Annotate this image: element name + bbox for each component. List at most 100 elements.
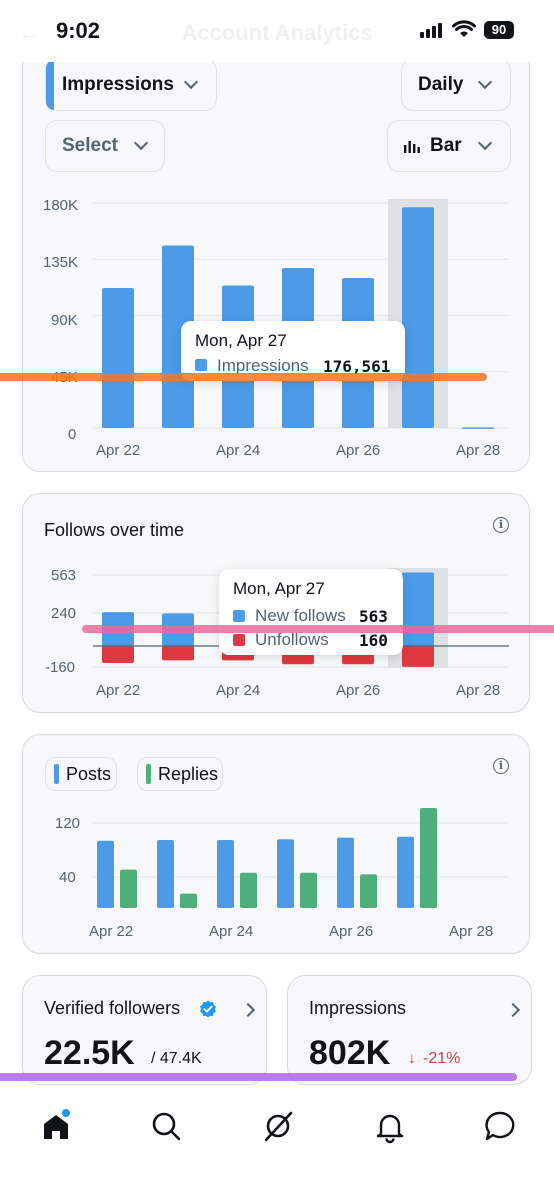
- nav-grok[interactable]: [260, 1108, 296, 1144]
- follows-tooltip: Mon, Apr 27 New follows 563 Unfollows 16…: [219, 569, 403, 655]
- y-tick-label: 180K: [43, 197, 79, 214]
- nav-notifications[interactable]: [372, 1108, 408, 1144]
- legend-posts[interactable]: Posts: [45, 757, 117, 791]
- follows-chart-card: Follows over time i 563 240 -160 Apr 22 …: [22, 493, 530, 713]
- grok-icon: [264, 1111, 293, 1142]
- period-label: Daily: [418, 74, 464, 95]
- metric-dropdown[interactable]: Impressions: [45, 59, 217, 111]
- y-tick-label: -160: [45, 659, 76, 676]
- cellular-signal-icon: [420, 22, 444, 38]
- legend-swatch-unfollows: [233, 634, 245, 646]
- x-tick-label: Apr 26: [336, 442, 381, 459]
- verified-badge-icon: [200, 1000, 216, 1018]
- impressions-bar-chart: [93, 199, 509, 429]
- messages-icon: [485, 1111, 515, 1141]
- impressions-bar: [402, 207, 434, 428]
- unfollows-bar: [102, 646, 134, 663]
- x-tick-label: Apr 24: [209, 923, 254, 940]
- y-tick-label: 135K: [43, 254, 79, 271]
- select-dropdown[interactable]: Select: [45, 120, 165, 172]
- verified-followers-label: Verified followers: [44, 998, 181, 1018]
- x-tick-label: Apr 24: [216, 442, 261, 459]
- page-title: Account Analytics: [181, 20, 373, 45]
- posts-bar: [277, 839, 294, 908]
- tooltip-value: 160: [359, 631, 388, 650]
- posts-bar: [397, 836, 414, 908]
- x-tick-label: Apr 26: [329, 923, 374, 940]
- status-bar: ← Account Analytics 9:02 90: [0, 0, 554, 62]
- y-tick-label: 0: [68, 426, 77, 443]
- tooltip-value: 176,561: [323, 357, 391, 376]
- impressions-tooltip: Mon, Apr 27 Impressions 176,561: [181, 321, 405, 381]
- impressions-stat-value: 802K: [309, 1034, 391, 1072]
- impressions-bar: [462, 427, 494, 429]
- nav-search[interactable]: [148, 1108, 184, 1144]
- legend-swatch-impressions: [195, 359, 207, 371]
- x-tick-label: Apr 22: [89, 923, 134, 940]
- verified-followers-value: 22.5K: [44, 1034, 135, 1072]
- impressions-change-value: -21%: [423, 1050, 461, 1067]
- orange-highlight-stroke: [0, 373, 487, 381]
- battery-icon: 90: [484, 21, 514, 39]
- y-tick-label: 120: [55, 815, 81, 832]
- new-follows-bar: [402, 572, 434, 646]
- bottom-navigation: [0, 1090, 554, 1199]
- chart-type-dropdown[interactable]: Bar: [387, 120, 511, 172]
- posts-bar: [97, 840, 114, 908]
- posts-bar: [337, 837, 354, 908]
- y-tick-label: 563: [51, 567, 77, 584]
- y-tick-label: 240: [51, 605, 77, 622]
- metric-color-bar: [46, 60, 54, 110]
- back-arrow-icon[interactable]: ←: [18, 20, 40, 45]
- replies-bar: [240, 872, 257, 908]
- impressions-stat-label: Impressions: [309, 998, 407, 1018]
- purple-highlight-stroke: [0, 1073, 517, 1081]
- y-tick-label: 90K: [51, 312, 78, 329]
- info-icon[interactable]: i: [493, 517, 509, 533]
- nav-messages[interactable]: [482, 1108, 518, 1144]
- legend-replies-label: Replies: [158, 764, 219, 784]
- period-dropdown[interactable]: Daily: [401, 59, 511, 111]
- replies-color-bar: [146, 764, 151, 784]
- nav-home[interactable]: [38, 1108, 74, 1144]
- tooltip-series-name: Unfollows: [255, 630, 329, 649]
- info-icon[interactable]: i: [493, 758, 509, 774]
- x-tick-label: Apr 28: [456, 682, 501, 699]
- x-tick-label: Apr 24: [216, 682, 261, 699]
- total-followers-value: / 47.4K: [151, 1050, 202, 1067]
- impressions-chart-card: Impressions Daily Select Bar 180K 135K 9…: [22, 30, 530, 472]
- posts-replies-chart-card: Posts Replies i 120 40 Apr 22 Apr 24 Apr…: [22, 734, 530, 954]
- posts-bar: [157, 840, 174, 908]
- unfollows-bar: [402, 646, 434, 667]
- chevron-right-icon: [240, 1002, 256, 1018]
- x-tick-label: Apr 22: [96, 682, 141, 699]
- notifications-icon: [376, 1114, 404, 1144]
- tooltip-date: Mon, Apr 27: [233, 579, 325, 598]
- chart-type-label: Bar: [430, 135, 462, 156]
- verified-followers-card[interactable]: Verified followers 22.5K / 47.4K: [22, 975, 267, 1085]
- legend-posts-label: Posts: [66, 764, 112, 784]
- wifi-icon: [452, 20, 476, 37]
- status-time: 9:02: [56, 18, 101, 43]
- tooltip-series-name: Impressions: [217, 356, 309, 375]
- tooltip-date: Mon, Apr 27: [195, 331, 287, 350]
- pink-highlight-stroke: [82, 625, 554, 633]
- tooltip-value: 563: [359, 607, 388, 626]
- x-tick-label: Apr 28: [456, 442, 501, 459]
- posts-color-bar: [54, 764, 59, 784]
- impressions-bar: [102, 288, 134, 428]
- posts-replies-bar-chart: [93, 808, 509, 908]
- legend-replies[interactable]: Replies: [137, 757, 223, 791]
- impressions-stat-card[interactable]: Impressions 802K ↓ -21%: [287, 975, 532, 1085]
- legend-swatch-new-follows: [233, 610, 245, 622]
- arrow-down-icon: ↓: [408, 1050, 416, 1067]
- x-tick-label: Apr 28: [449, 923, 494, 940]
- bar-chart-icon: [404, 141, 420, 153]
- posts-bar: [217, 840, 234, 908]
- chevron-right-icon: [505, 1002, 521, 1018]
- replies-bar: [300, 872, 317, 908]
- unfollows-bar: [162, 646, 194, 661]
- select-label: Select: [62, 135, 118, 156]
- x-tick-label: Apr 26: [336, 682, 381, 699]
- tooltip-series-name: New follows: [255, 606, 346, 625]
